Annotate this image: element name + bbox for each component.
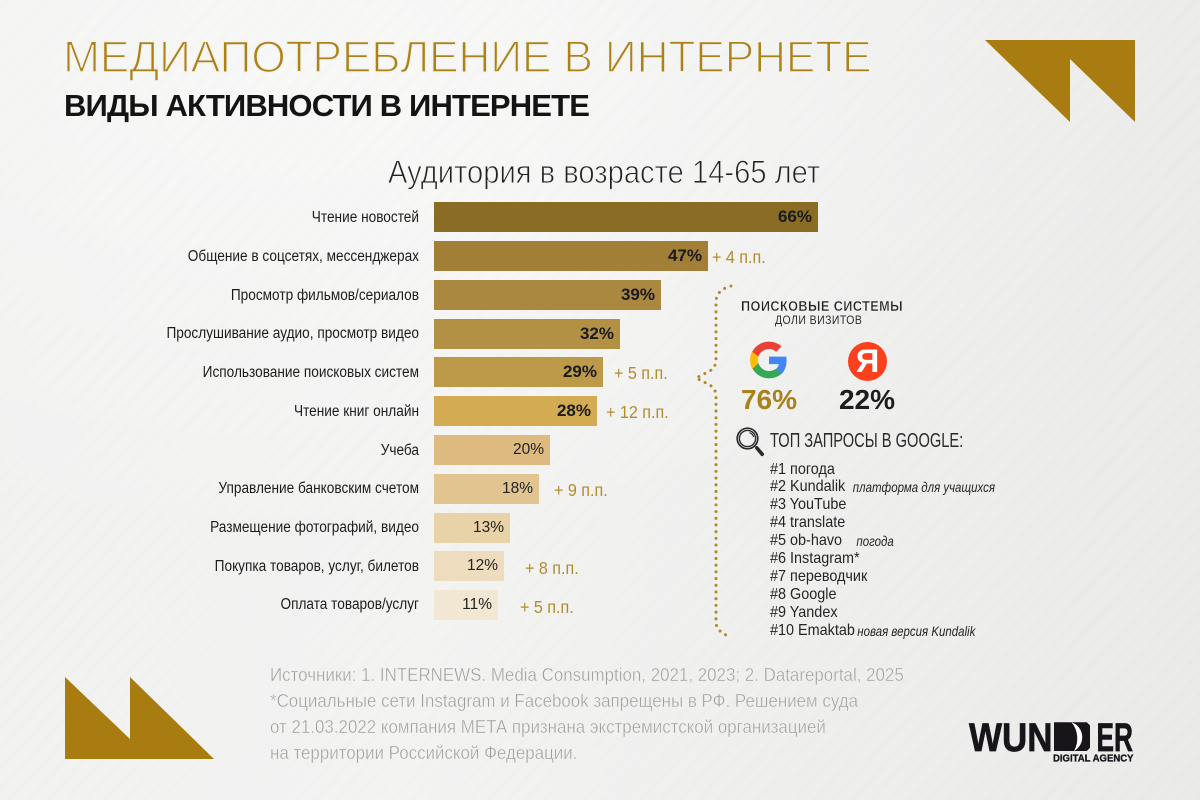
svg-text:ER: ER	[1097, 716, 1134, 760]
svg-text:Я: Я	[856, 342, 880, 379]
svg-text:DIGITAL AGENCY: DIGITAL AGENCY	[1053, 753, 1134, 765]
svg-text:WUN: WUN	[969, 716, 1053, 760]
